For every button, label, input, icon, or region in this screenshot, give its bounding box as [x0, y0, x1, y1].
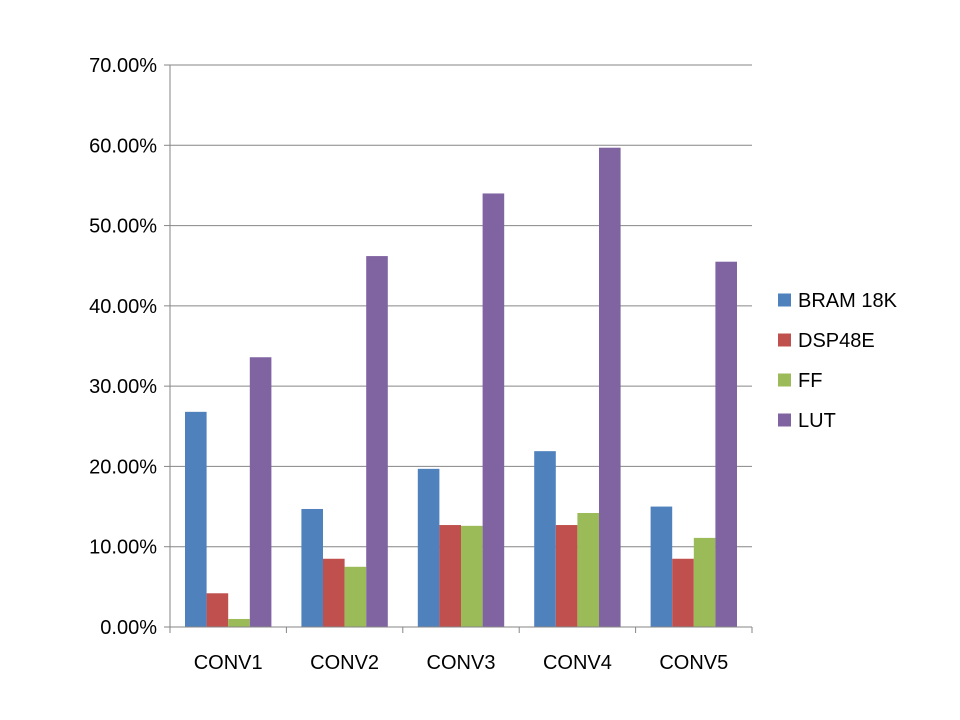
y-tick-label: 60.00%: [89, 135, 157, 157]
legend-swatch: [778, 293, 791, 307]
bar-lut-conv5: [715, 261, 737, 627]
bar-dsp48e-conv3: [439, 525, 461, 627]
bar-lut-conv3: [482, 193, 505, 627]
y-tick-label: 0.00%: [100, 617, 157, 639]
bar-bram-18k-conv5: [650, 506, 673, 627]
bar-ff-conv2: [344, 566, 367, 627]
y-tick-label: 70.00%: [89, 55, 157, 77]
axes: 0.00% 10.00% 20.00% 30.00% 40.00% 50.00% 60.00…: [89, 55, 753, 674]
x-tick-label: CONV5: [659, 652, 728, 674]
y-tick-label: 50.00%: [89, 216, 157, 238]
bar-ff-conv3: [461, 525, 483, 627]
x-tick-label: CONV1: [194, 652, 263, 674]
bar-lut-conv1: [249, 357, 272, 627]
bar-bram-18k-conv4: [534, 451, 556, 627]
bars: [185, 147, 737, 628]
bar-ff-conv1: [228, 618, 250, 627]
y-tick-label: 30.00%: [89, 376, 157, 398]
y-tick-label: 40.00%: [89, 296, 157, 318]
legend-label: BRAM 18K: [798, 290, 898, 312]
bar-dsp48e-conv4: [555, 525, 578, 627]
y-tick-label: 10.00%: [89, 537, 157, 559]
bar-bram-18k-conv1: [185, 411, 207, 627]
bar-lut-conv2: [366, 256, 388, 627]
bar-bram-18k-conv2: [301, 508, 323, 627]
x-tick-label: CONV4: [543, 652, 612, 674]
y-tick-label: 20.00%: [89, 456, 157, 478]
bar-dsp48e-conv1: [206, 593, 229, 627]
legend-swatch: [778, 333, 791, 347]
bar-dsp48e-conv2: [323, 558, 345, 627]
bar-dsp48e-conv5: [672, 558, 694, 627]
bar-bram-18k-conv3: [417, 468, 440, 627]
legend: BRAM 18K DSP48E FF LUT: [778, 290, 898, 432]
bar-ff-conv4: [577, 512, 599, 627]
x-tick-label: CONV3: [427, 652, 496, 674]
bar-lut-conv4: [599, 147, 621, 628]
x-tick-label: CONV2: [310, 652, 379, 674]
bar-ff-conv5: [693, 537, 716, 627]
legend-label: FF: [798, 370, 822, 392]
legend-label: LUT: [798, 410, 836, 432]
legend-swatch: [778, 413, 791, 427]
legend-swatch: [778, 373, 791, 387]
legend-label: DSP48E: [798, 330, 875, 352]
